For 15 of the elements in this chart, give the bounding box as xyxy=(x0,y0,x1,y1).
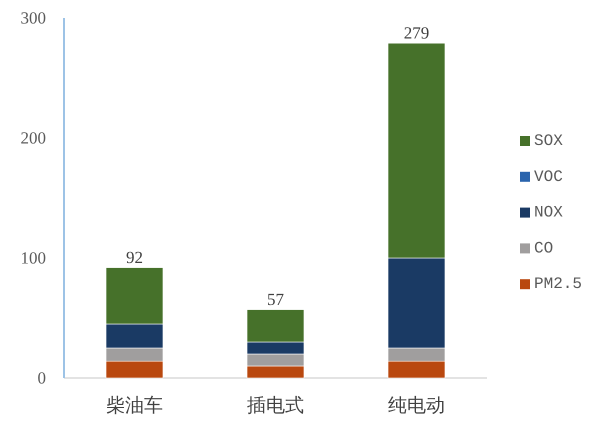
legend-label: SOX xyxy=(534,132,564,150)
legend-label: VOC xyxy=(534,168,563,186)
total-label: 279 xyxy=(404,24,430,43)
x-tick-label: 插电式 xyxy=(247,396,304,416)
legend-label: CO xyxy=(534,239,554,258)
y-tick-label: 300 xyxy=(20,8,46,28)
x-tick-label: 柴油车 xyxy=(106,396,163,416)
legend-label: PM2.5 xyxy=(534,275,582,294)
y-tick-label: 0 xyxy=(38,368,46,388)
y-tick-label: 100 xyxy=(20,248,46,268)
total-label: 92 xyxy=(126,248,143,268)
x-tick-label: 纯电动 xyxy=(388,396,445,416)
y-tick-label: 200 xyxy=(20,128,46,148)
legend-label: NOX xyxy=(534,204,564,222)
total-label: 57 xyxy=(267,290,284,310)
